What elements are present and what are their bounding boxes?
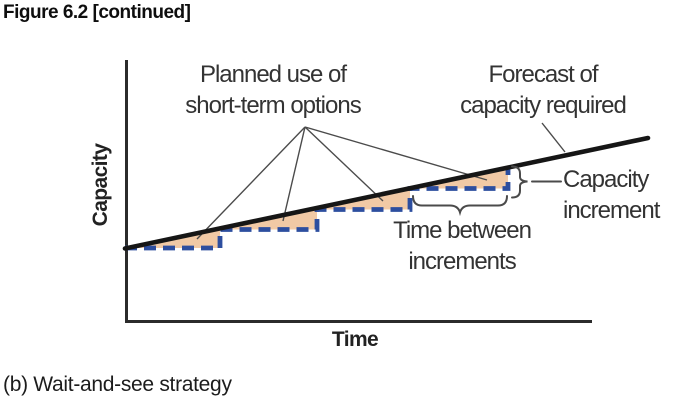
axes-lines	[125, 60, 592, 323]
planned-use-label-line2: short-term options	[185, 92, 361, 119]
fan-line-3	[304, 126, 384, 202]
figure-caption: (b) Wait-and-see strategy	[3, 373, 232, 396]
time-between-label: Time between increments	[347, 215, 577, 277]
fan-line-2	[282, 126, 306, 222]
capacity-increment-label-line2: increment	[563, 197, 660, 224]
fan-line-4	[304, 126, 488, 181]
forecast-label: Forecast of capacity required	[428, 59, 658, 121]
capacity-increment-label: Capacity increment	[563, 164, 688, 226]
figure-title: Figure 6.2 [continued]	[3, 2, 191, 23]
y-axis-label: Capacity	[89, 143, 112, 227]
time-between-label-line1: Time between	[393, 217, 532, 244]
forecast-label-line1: Forecast of	[488, 61, 598, 88]
forecast-line	[122, 135, 651, 251]
capacity-increment-label-line1: Capacity	[563, 166, 649, 193]
x-axis-label: Time	[331, 328, 379, 351]
capacity-increment-brace	[511, 165, 528, 199]
time-between-label-line2: increments	[408, 248, 516, 275]
forecast-pointer-line	[541, 122, 566, 153]
time-between-brace	[412, 195, 508, 217]
planned-use-label-line1: Planned use of	[199, 61, 347, 88]
forecast-label-line2: capacity required	[460, 92, 627, 119]
fan-line-1	[196, 126, 306, 240]
planned-use-label: Planned use of short-term options	[158, 59, 388, 121]
